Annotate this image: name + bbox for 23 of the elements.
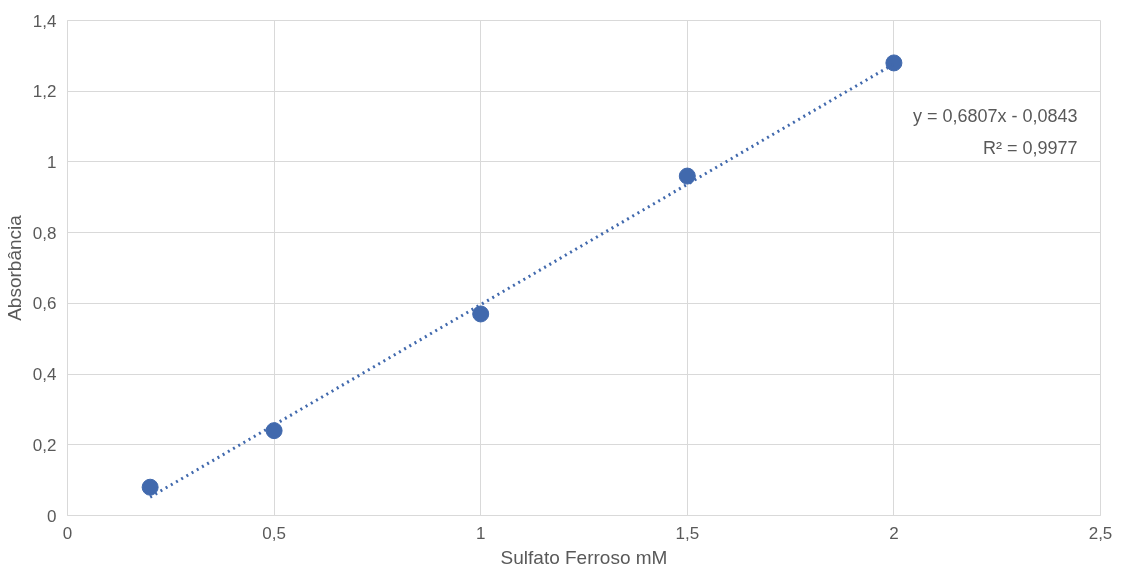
point [265,422,283,440]
y-axis-title: Absorbância [3,214,25,321]
annotation: y = 0,6807x - 0,0843 [912,105,1078,126]
y-tick-label: 0,8 [32,223,57,243]
point [678,167,696,185]
x-tick-label: 2,5 [1088,523,1113,543]
x-tick-label: 2 [889,523,899,543]
x-axis-title: Sulfato Ferroso mM [500,546,668,568]
point [885,54,903,72]
x-tick-label: 0,5 [262,523,286,543]
annotation: R² = 0,9977 [982,137,1078,158]
x-tick-label: 1 [475,523,486,543]
point [141,478,159,496]
x-tick-label: 0 [62,523,73,543]
y-tick-label: 1,2 [32,82,57,102]
y-tick-label: 0,6 [32,294,57,314]
y-tick-label: 1,4 [32,11,57,31]
y-tick-label: 1 [47,152,57,172]
y-tick-label: 0 [47,506,57,526]
point [472,305,490,323]
x-tick-label: 1,5 [675,523,700,543]
y-tick-label: 0,4 [32,365,57,385]
y-tick-label: 0,2 [32,435,57,455]
